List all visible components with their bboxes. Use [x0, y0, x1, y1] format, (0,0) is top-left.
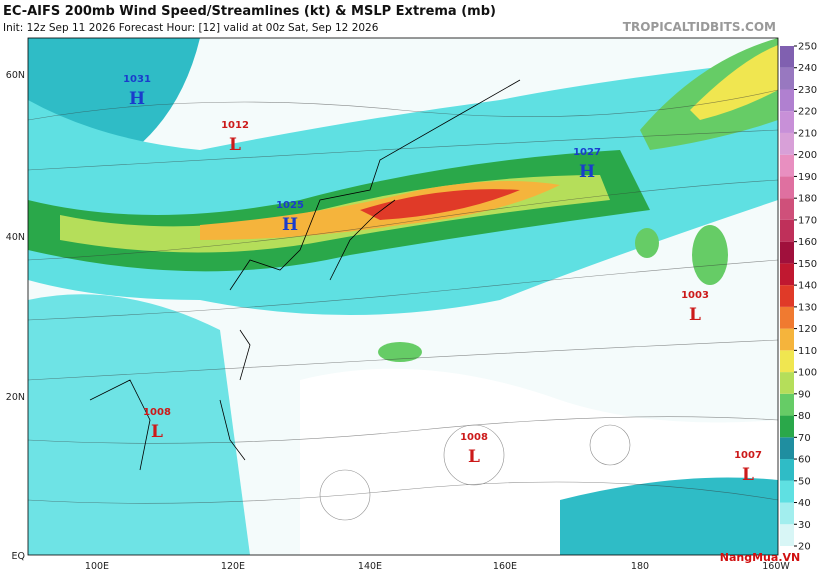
colorbar-swatch: [780, 67, 794, 90]
colorbar-label: 180: [798, 194, 817, 205]
colorbar-swatch: [780, 132, 794, 155]
pressure-letter: H: [282, 215, 298, 235]
lon-label: 100E: [85, 561, 109, 572]
pressure-value: 1007: [734, 450, 762, 461]
colorbar-label: 170: [798, 215, 817, 226]
colorbar-swatch: [780, 524, 794, 546]
lat-label: 40N: [6, 232, 25, 243]
colorbar-label: 30: [798, 520, 811, 531]
colorbar-label: 190: [798, 172, 817, 183]
colorbar-swatch: [780, 241, 794, 264]
pressure-letter: L: [689, 305, 701, 325]
colorbar-swatch: [780, 350, 794, 373]
colorbar-swatch: [780, 89, 794, 112]
subtitle: Init: 12z Sep 11 2026 Forecast Hour: [12…: [3, 22, 379, 34]
colorbar-label: 80: [798, 411, 811, 422]
pressure-value: 1008: [143, 407, 171, 418]
pressure-value: 1027: [573, 147, 601, 158]
colorbar-label: 70: [798, 433, 811, 444]
lon-label: 140E: [358, 561, 382, 572]
colorbar-label: 100: [798, 368, 817, 379]
pressure-value: 1012: [221, 120, 249, 131]
colorbar-label: 50: [798, 476, 811, 487]
colorbar-label: 130: [798, 302, 817, 313]
colorbar-label: 160: [798, 237, 817, 248]
colorbar-label: 90: [798, 389, 811, 400]
colorbar-label: 210: [798, 128, 817, 139]
colorbar-label: 220: [798, 107, 817, 118]
colorbar: 20 30 40 50 60 70 80 90 100 110 120 130 140 150 160 170…: [780, 42, 817, 553]
colorbar-label: 20: [798, 542, 811, 553]
colorbar-swatch: [780, 415, 794, 438]
colorbar-swatch: [780, 480, 794, 503]
map-field: [28, 38, 778, 555]
lat-label: 60N: [6, 70, 25, 81]
lat-label: EQ: [12, 551, 25, 562]
colorbar-swatch: [780, 372, 794, 394]
colorbar-label: 240: [798, 63, 817, 74]
title: EC-AIFS 200mb Wind Speed/Streamlines (kt…: [3, 4, 496, 19]
pressure-value: 1025: [276, 200, 304, 211]
lon-label: 160E: [493, 561, 517, 572]
pressure-letter: L: [742, 465, 754, 485]
colorbar-swatch: [780, 393, 794, 416]
colorbar-swatch: [780, 154, 794, 177]
colorbar-swatch: [780, 306, 794, 329]
pressure-value: 1008: [460, 432, 488, 443]
pressure-letter: L: [468, 447, 480, 467]
pressure-value: 1031: [123, 74, 151, 85]
lon-label: 120E: [221, 561, 245, 572]
lat-labels: 60N 40N 20N EQ: [6, 70, 25, 562]
colorbar-label: 40: [798, 498, 811, 509]
colorbar-swatch: [780, 176, 794, 199]
colorbar-swatch: [780, 198, 794, 220]
pressure-letter: L: [229, 135, 241, 155]
lon-label: 180: [631, 561, 649, 572]
lon-labels: 100E 120E 140E 160E 180 160W: [85, 561, 790, 572]
lon-label: 160W: [762, 561, 790, 572]
colorbar-swatch: [780, 328, 794, 351]
colorbar-label: 120: [798, 324, 817, 335]
colorbar-label: 230: [798, 85, 817, 96]
pressure-centers: 1031 H 1012 L 1025 H 1027 H 1003 L 1008 L 1008 L 1007 L: [123, 74, 762, 485]
colorbar-swatch: [780, 219, 794, 242]
pressure-letter: H: [129, 89, 145, 109]
watermark: NangMua.VN: [720, 551, 800, 564]
colorbar-swatch: [780, 46, 794, 68]
colorbar-swatch: [780, 502, 794, 525]
colorbar-swatch: [780, 285, 794, 307]
colorbar-swatch: [780, 263, 794, 286]
colorbar-label: 200: [798, 150, 817, 161]
colorbar-swatch: [780, 459, 794, 481]
colorbar-label: 140: [798, 281, 817, 292]
pressure-letter: H: [579, 162, 595, 182]
pressure-letter: L: [151, 422, 163, 442]
colorbar-label: 60: [798, 455, 811, 466]
pressure-value: 1003: [681, 290, 709, 301]
colorbar-label: 110: [798, 346, 817, 357]
lat-label: 20N: [6, 392, 25, 403]
site-credit: TROPICALTIDBITS.COM: [623, 20, 776, 34]
colorbar-label: 250: [798, 42, 817, 53]
colorbar-swatch: [780, 437, 794, 460]
colorbar-swatch: [780, 111, 794, 133]
colorbar-label: 150: [798, 259, 817, 270]
